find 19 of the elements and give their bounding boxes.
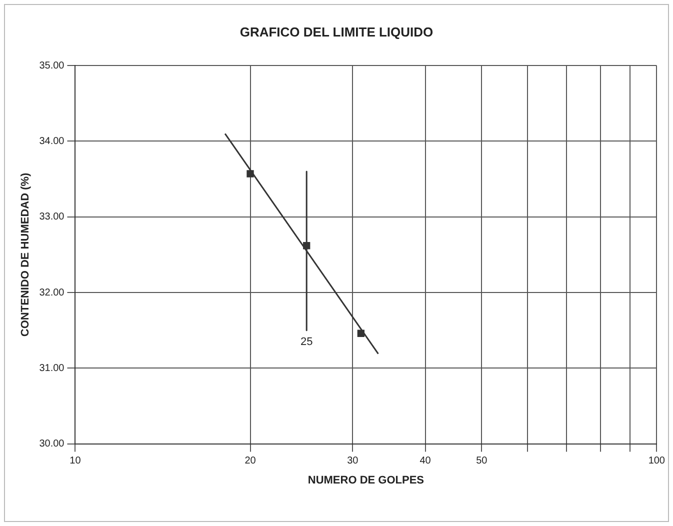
point <box>357 330 364 337</box>
x-axis-title: NUMERO DE GOLPES <box>308 474 424 486</box>
x-tick-label: 10 <box>70 456 82 467</box>
y-tick-label: 32.00 <box>39 287 65 298</box>
x-tick-label: 50 <box>476 456 488 467</box>
x-tick-label: 30 <box>347 456 359 467</box>
annotation: 25 <box>300 336 313 348</box>
y-tick-label: 30.00 <box>39 438 65 450</box>
y-tick-label: 35.00 <box>39 60 65 72</box>
y-tick-label: 34.00 <box>39 136 65 147</box>
x-tick-label: 100 <box>648 456 666 467</box>
x-tick-label: 40 <box>420 456 432 467</box>
y-tick-label: 33.00 <box>39 212 65 223</box>
y-tick-label: 31.00 <box>39 362 65 374</box>
point <box>303 242 310 250</box>
chart-title: GRAFICO DEL LIMITE LIQUIDO <box>240 24 434 40</box>
x-tick-label: 20 <box>244 456 256 467</box>
point <box>246 170 254 178</box>
y-axis-title: CONTENIDO DE HUMEDAD (%) <box>20 172 32 337</box>
